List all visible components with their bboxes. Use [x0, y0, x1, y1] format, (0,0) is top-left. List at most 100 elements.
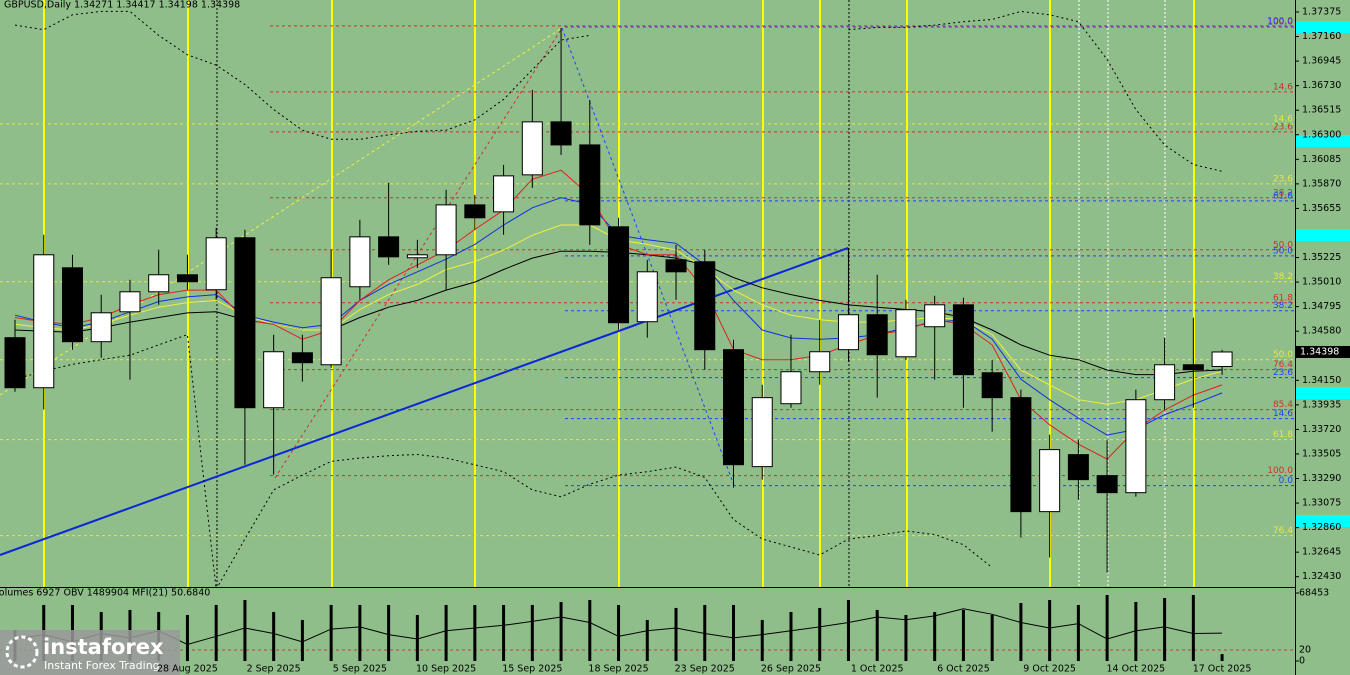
- fib-label: 50.0: [1273, 246, 1293, 256]
- candle-body: [291, 352, 313, 364]
- alert-label: [1296, 229, 1350, 241]
- mfi-line: [14, 608, 1223, 646]
- fib-label: 0.0: [1279, 476, 1294, 486]
- x-tick-label: 17 Oct 2025: [1193, 664, 1252, 675]
- candle-body: [694, 261, 716, 351]
- candle-body: [579, 144, 601, 226]
- candle-body: [809, 351, 831, 373]
- fib-trendline: [0, 27, 563, 396]
- fib-label: 38.2: [1273, 188, 1293, 198]
- candle-body: [349, 236, 371, 288]
- fib-label: 14.6: [1273, 409, 1293, 419]
- alert-label: [1296, 21, 1350, 33]
- candle-body: [665, 259, 687, 273]
- fib-label: 38.2: [1273, 272, 1293, 282]
- candle-body: [205, 237, 227, 291]
- candle-body: [866, 314, 888, 356]
- y-tick-label: 1.35655: [1302, 203, 1341, 214]
- x-tick-label: 23 Sep 2025: [675, 664, 735, 675]
- candle-body: [1096, 475, 1118, 494]
- x-tick-label: 6 Oct 2025: [937, 664, 990, 675]
- candle-body: [435, 204, 457, 256]
- y-tick-label: 1.37160: [1302, 31, 1341, 42]
- last-price-box: [1296, 345, 1350, 358]
- y-tick-label: 1.36945: [1302, 56, 1341, 67]
- candle-body: [837, 314, 859, 351]
- fib-label: 50.0: [1273, 240, 1293, 250]
- fib-label: 100.0: [1267, 17, 1293, 27]
- candle-body: [1010, 397, 1032, 513]
- candle-body: [751, 397, 773, 468]
- candle-body: [464, 204, 486, 219]
- candle-body: [550, 121, 572, 146]
- candle-body: [723, 349, 744, 466]
- y-tick-label: 1.34580: [1302, 326, 1341, 337]
- candle-body: [1182, 364, 1204, 371]
- x-tick-label: 18 Sep 2025: [588, 664, 648, 675]
- candle-body: [608, 226, 630, 324]
- x-tick-label: 2 Sep 2025: [247, 664, 301, 675]
- candle-body: [234, 237, 256, 409]
- fib-label: 50.0: [1273, 350, 1293, 360]
- candles: [4, 27, 1233, 573]
- volume-tick-label: 0: [1299, 656, 1305, 667]
- fib-label: 76.4: [1273, 360, 1293, 370]
- y-tick-label: 1.34795: [1302, 301, 1341, 312]
- candle-body: [320, 277, 342, 366]
- fib-trendline: [274, 27, 563, 479]
- price-axis: 1.37375 1.37160 1.36945 1.36730 1.36515 1.363…: [1295, 6, 1350, 582]
- y-tick-label: 1.36085: [1302, 154, 1341, 165]
- y-tick-label: 1.36300: [1302, 129, 1341, 140]
- y-tick-label: 1.33935: [1302, 399, 1341, 410]
- alert-label: [1296, 515, 1350, 527]
- candle-body: [1125, 399, 1147, 494]
- y-tick-label: 1.35010: [1302, 277, 1341, 288]
- candle-body: [952, 304, 974, 376]
- candle-body: [1039, 449, 1061, 513]
- candle-body: [521, 121, 543, 176]
- logo-mark: [5, 635, 39, 669]
- fib-label: 23.6: [1273, 122, 1293, 132]
- volume-tick-label: 68453: [1299, 588, 1329, 599]
- fib-label: 100.0: [1267, 466, 1293, 476]
- y-tick-label: 1.36730: [1302, 80, 1341, 91]
- fib-label: 76.4: [1273, 526, 1293, 536]
- fib-label: 85.4: [1273, 400, 1293, 410]
- x-tick-label: 26 Sep 2025: [761, 664, 821, 675]
- logo-name: instaforex: [43, 635, 164, 659]
- x-tick-label: 1 Oct 2025: [851, 664, 904, 675]
- logo-tagline: Instant Forex Trading: [44, 659, 160, 672]
- y-tick-label: 1.32860: [1302, 522, 1341, 533]
- fib-label: 23.6: [1273, 368, 1293, 378]
- x-tick-label: 15 Sep 2025: [502, 664, 562, 675]
- candle-body: [1067, 454, 1089, 481]
- alert-label: [1296, 135, 1350, 147]
- candle-body: [90, 312, 112, 343]
- indicator-title: Volumes 6927 OBV 1489904 MFI(21) 50.6840: [0, 588, 210, 599]
- logo: instaforex Instant Forex Trading: [0, 630, 180, 675]
- x-tick-label: 10 Sep 2025: [416, 664, 476, 675]
- y-tick-label: 1.35225: [1302, 252, 1341, 263]
- fib-label: 61.8: [1273, 191, 1293, 201]
- candle-body: [981, 372, 1003, 399]
- mfi-tick-label: 20: [1299, 645, 1311, 656]
- candle-body: [924, 304, 946, 328]
- candle-body: [895, 309, 917, 358]
- fib-label: 14.6: [1273, 82, 1293, 92]
- candle-body: [148, 274, 170, 293]
- y-tick-label: 1.32430: [1302, 571, 1341, 582]
- candle-body: [636, 271, 658, 323]
- candle-body: [4, 337, 26, 389]
- fib-label: 61.8: [1273, 293, 1293, 303]
- last-price-label: 1.34398: [1300, 346, 1339, 357]
- band-line: [848, 10, 1223, 172]
- x-tick-label: 9 Oct 2025: [1023, 664, 1076, 675]
- fib-label: 14.6: [1273, 114, 1293, 124]
- y-tick-label: 1.37375: [1302, 6, 1341, 17]
- y-tick-label: 1.33075: [1302, 498, 1341, 509]
- fib-levels: 100.014.623.638.250.061.876.485.4100.010…: [0, 16, 1295, 537]
- fib-label: 61.8: [1273, 430, 1293, 440]
